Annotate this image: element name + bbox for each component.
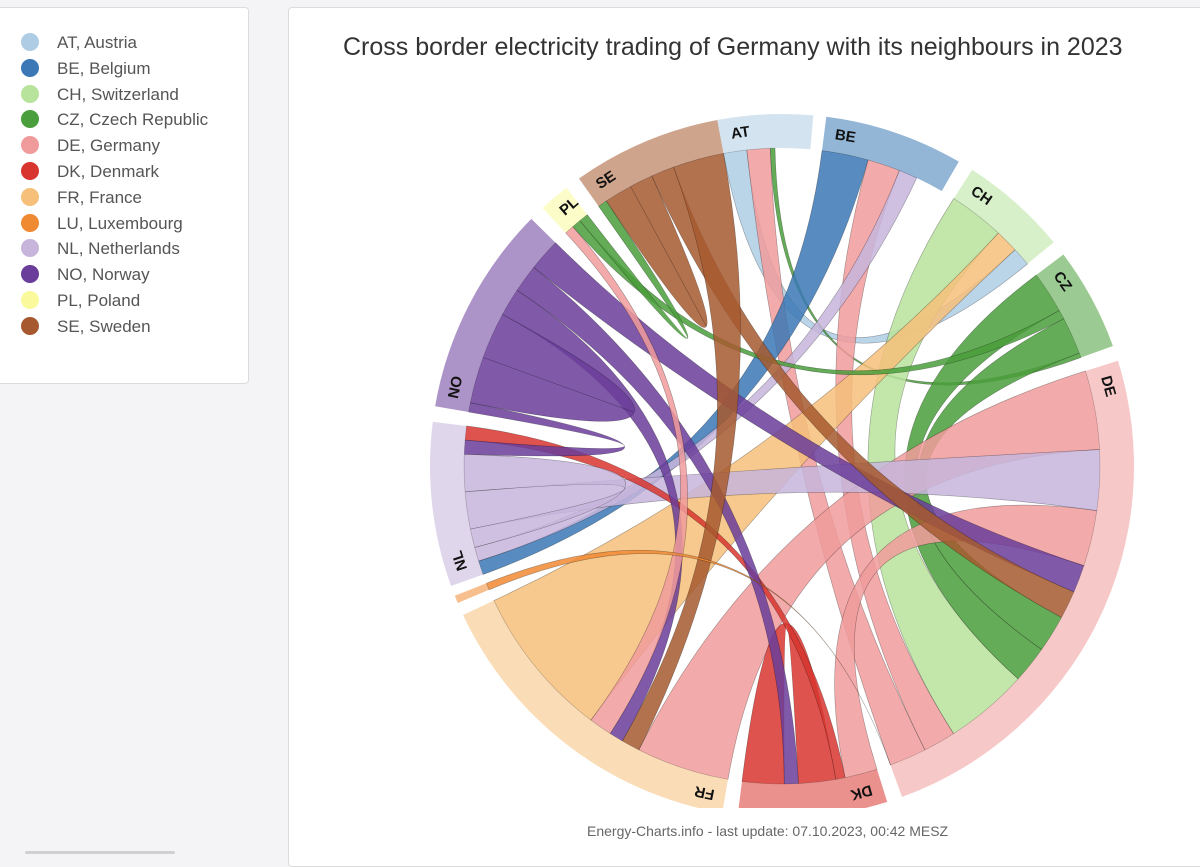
legend-item-be[interactable]: BE, Belgium (21, 56, 217, 82)
legend-swatch-icon (21, 187, 39, 206)
group-arc-lu[interactable] (454, 583, 490, 604)
legend-swatch-icon (21, 290, 39, 309)
legend-list: AT, Austria BE, Belgium CH, Switzerland CZ,… (0, 8, 248, 340)
group-label-be: BE (834, 126, 857, 146)
legend-label: FR, France (57, 187, 143, 207)
legend-swatch-icon (21, 265, 39, 284)
legend-label: CH, Switzerland (57, 84, 179, 104)
legend-label: NO, Norway (57, 265, 150, 285)
legend-item-no[interactable]: NO, Norway (21, 262, 217, 288)
chart-title: Cross border electricity trading of Germ… (343, 33, 1123, 61)
legend-swatch-icon (21, 33, 39, 51)
group-arc-se[interactable] (578, 120, 724, 207)
group-label-no: NO (445, 374, 466, 400)
chord-ribbons (463, 147, 1101, 785)
group-arc-nl[interactable] (430, 421, 484, 587)
legend-label: BE, Belgium (57, 58, 151, 78)
chart-panel: Cross border electricity trading of Germ… (288, 7, 1200, 867)
group-arc-be[interactable] (822, 116, 959, 192)
chord-pl-se[interactable] (579, 200, 689, 339)
legend-item-dk[interactable]: DK, Denmark (21, 159, 217, 185)
group-label-nl: NL (449, 548, 471, 572)
group-arc-dk[interactable] (738, 769, 888, 808)
legend-item-pl[interactable]: PL, Poland (21, 288, 217, 314)
group-label-dk: DK (848, 781, 874, 803)
group-label-fr: FR (693, 782, 716, 803)
legend-item-lu[interactable]: LU, Luxembourg (21, 211, 217, 237)
group-label-de: DE (1097, 374, 1119, 399)
legend-label: SE, Sweden (57, 316, 151, 336)
legend-swatch-icon (21, 84, 39, 103)
group-arc-pl[interactable] (542, 187, 588, 233)
group-arc-no[interactable] (435, 218, 556, 412)
legend-item-fr[interactable]: FR, France (21, 185, 217, 211)
legend-item-nl[interactable]: NL, Netherlands (21, 236, 217, 262)
group-arc-cz[interactable] (1036, 254, 1113, 358)
legend-label: CZ, Czech Republic (57, 110, 209, 130)
group-label-at: AT (730, 123, 751, 143)
legend-swatch-icon (21, 136, 39, 155)
legend-label: PL, Poland (57, 290, 141, 310)
legend-label: DE, Germany (57, 136, 160, 156)
legend-swatch-icon (21, 110, 39, 129)
legend-swatch-icon (21, 58, 39, 77)
legend-swatch-icon (21, 213, 39, 232)
chord-lu-de[interactable] (486, 549, 891, 766)
legend-item-se[interactable]: SE, Sweden (21, 314, 217, 340)
legend-swatch-icon (21, 316, 39, 335)
group-arc-at[interactable] (717, 114, 814, 154)
legend-label: NL, Netherlands (57, 239, 180, 259)
group-arc-ch[interactable] (953, 169, 1054, 264)
legend-panel: AT, Austria BE, Belgium CH, Switzerland CZ,… (0, 7, 249, 384)
legend-swatch-icon (21, 239, 39, 258)
last-update-note: Energy-Charts.info - last update: 07.10.… (587, 823, 949, 839)
group-arc-de[interactable] (890, 360, 1135, 797)
legend-item-cz[interactable]: CZ, Czech Republic (21, 107, 217, 133)
legend-item-ch[interactable]: CH, Switzerland (21, 82, 217, 108)
group-arc-fr[interactable] (463, 600, 728, 808)
chord-nl-nl[interactable] (463, 453, 627, 548)
legend-label: DK, Denmark (57, 161, 160, 181)
legend-item-de[interactable]: DE, Germany (21, 133, 217, 159)
legend-label: LU, Luxembourg (57, 213, 183, 233)
legend-swatch-icon (21, 161, 39, 180)
legend-item-at[interactable]: AT, Austria (21, 30, 217, 56)
legend-label: AT, Austria (57, 33, 137, 52)
scroll-handle[interactable] (25, 851, 175, 854)
